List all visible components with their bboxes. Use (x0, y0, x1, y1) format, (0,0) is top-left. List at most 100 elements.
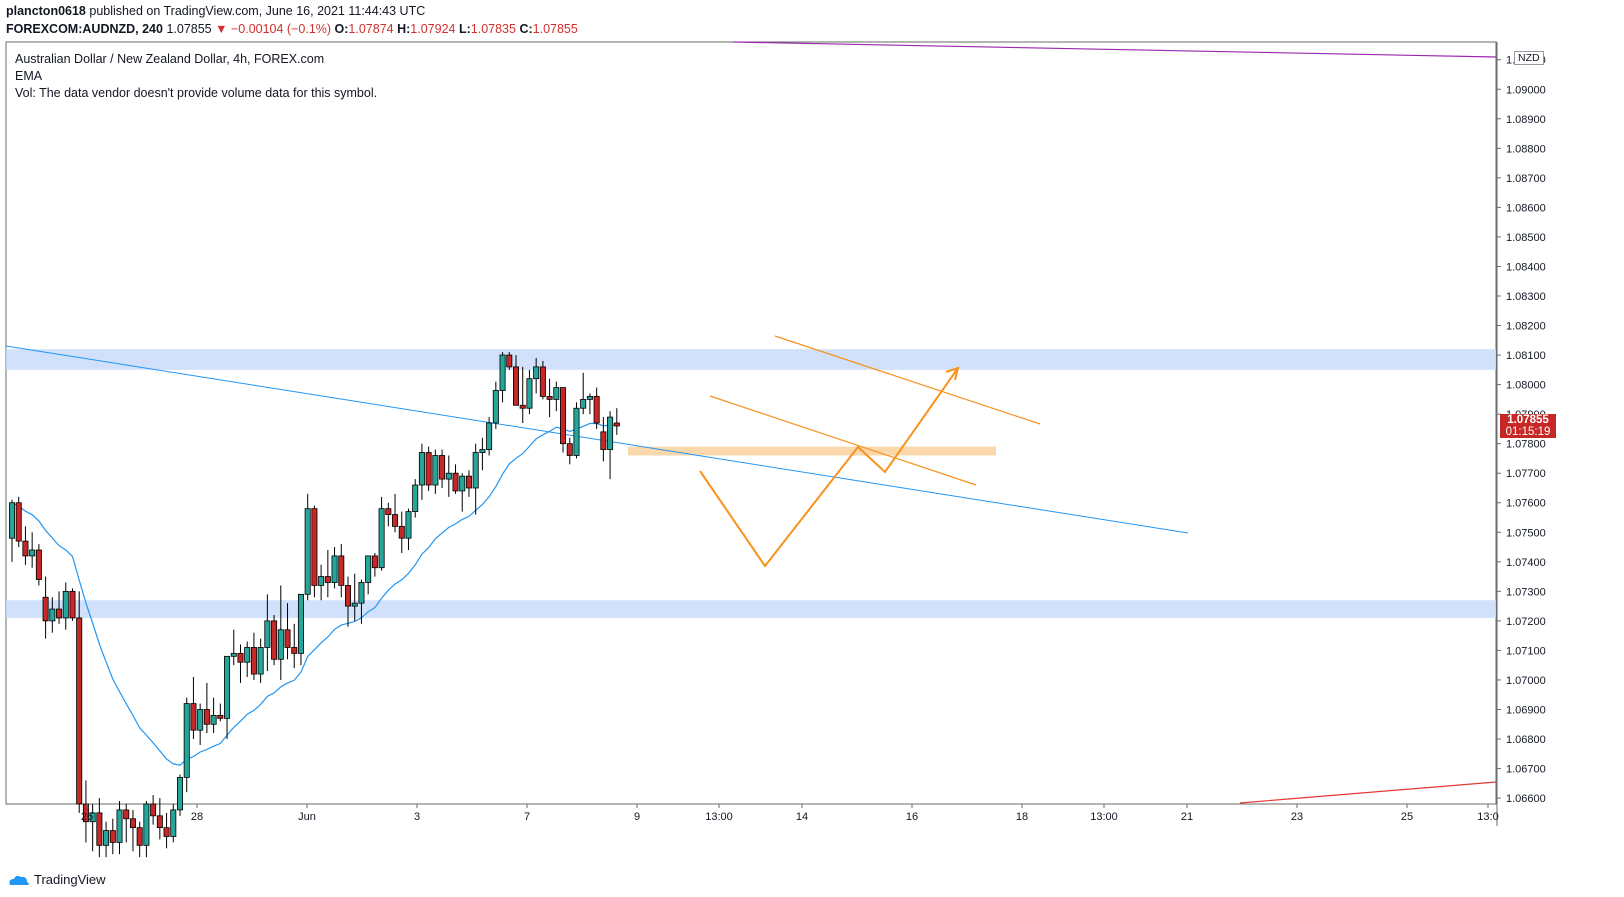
candle-body (129, 818, 136, 829)
candle-body (284, 629, 291, 648)
candle-body (412, 484, 419, 513)
resistance-zone (6, 349, 1496, 370)
chart-legend: Australian Dollar / New Zealand Dollar, … (15, 51, 377, 102)
candle-body (398, 525, 405, 539)
blue-trendline (5, 345, 1189, 534)
candle-body (163, 827, 170, 837)
candle-body (271, 620, 278, 660)
countdown-timer: 01:15:19 (1505, 426, 1551, 439)
time-axis-ticks: 26 28 Jun 3 7 9 13:00 14 16 18 13:00 21 23 25 13:0 (81, 804, 1499, 823)
candle-body (311, 508, 318, 586)
legend-volume: Vol: The data vendor doesn't provide vol… (15, 86, 378, 100)
candle-body (613, 422, 620, 427)
candle-body (35, 549, 42, 580)
time-tick-label: 13:00 (1090, 811, 1118, 823)
price-axis-ticks: 1.091001.090001.089001.088001.087001.086… (1497, 55, 1546, 805)
candle-body (546, 396, 553, 400)
candle-body (183, 703, 190, 778)
candle-body (573, 407, 580, 456)
candle-body (445, 472, 452, 480)
candle-body (250, 647, 257, 675)
support-zone (6, 600, 1496, 618)
trendlines (5, 41, 1497, 804)
candle-body (277, 629, 284, 660)
price-tick-label: 1.09000 (1506, 84, 1546, 96)
candle-body (351, 602, 358, 607)
low-label: L: (458, 22, 471, 36)
channel-lower (709, 395, 977, 486)
price-tick-label: 1.08200 (1506, 321, 1546, 333)
price-tick-label: 1.07000 (1506, 675, 1546, 687)
time-tick-label: 14 (796, 811, 808, 823)
last-price: 1.07855 (166, 22, 212, 36)
candle-body (526, 378, 533, 409)
candle-body (459, 475, 466, 492)
close-value: 1.07855 (532, 22, 578, 36)
publish-header: plancton0618 published on TradingView.co… (6, 3, 425, 20)
candle-body (203, 709, 210, 725)
candle-body (297, 593, 304, 654)
candle-body (82, 803, 89, 823)
purple-trendline (732, 41, 1497, 58)
candle-body (190, 703, 197, 731)
candle-body (492, 390, 499, 424)
time-tick-label: 18 (1016, 811, 1028, 823)
tradingview-logo[interactable]: TradingView (8, 872, 106, 887)
time-tick-label: 13:0 (1477, 811, 1498, 823)
candle-body (358, 582, 365, 604)
candle-body (257, 647, 264, 675)
high-value: 1.07924 (410, 22, 456, 36)
price-tick-label: 1.08100 (1506, 350, 1546, 362)
candle-body (365, 555, 372, 583)
tradingview-label: TradingView (34, 872, 106, 887)
candle-body (425, 452, 432, 486)
candle-body (116, 809, 123, 843)
close-label: C: (519, 22, 533, 36)
price-tick-label: 1.07700 (1506, 468, 1546, 480)
candle-body (566, 443, 573, 456)
price-tick-label: 1.06900 (1506, 704, 1546, 716)
time-tick-label: 21 (1181, 811, 1193, 823)
candle-body (224, 655, 231, 719)
candle-body (210, 714, 217, 725)
candle-body (22, 540, 29, 557)
arrow-head (945, 366, 960, 381)
candle-body (519, 404, 526, 409)
price-tick-label: 1.08400 (1506, 261, 1546, 273)
price-change: ▼ −0.00104 (−0.1%) (215, 22, 332, 36)
candle-body (553, 387, 560, 400)
price-tick-label: 1.08600 (1506, 202, 1546, 214)
candles (8, 352, 620, 858)
author-name[interactable]: plancton0618 (6, 4, 86, 18)
candle-body (62, 590, 69, 619)
time-tick-label: 16 (906, 811, 918, 823)
time-tick-label: 13:00 (705, 811, 733, 823)
candle-body (150, 803, 157, 817)
candle-body (15, 502, 22, 542)
candle-body (385, 508, 392, 515)
candle-body (580, 398, 587, 409)
open-value: 1.07874 (348, 22, 394, 36)
red-trendline (1239, 781, 1497, 804)
price-tick-label: 1.07100 (1506, 645, 1546, 657)
channel-upper (774, 335, 1041, 425)
price-tick-label: 1.07500 (1506, 527, 1546, 539)
candle-body (143, 803, 150, 846)
candle-body (109, 830, 116, 843)
price-tick-label: 1.08900 (1506, 114, 1546, 126)
currency-badge[interactable]: NZD (1514, 51, 1544, 65)
candle-body (291, 647, 298, 654)
price-tick-label: 1.08500 (1506, 232, 1546, 244)
time-tick-label: 9 (634, 811, 640, 823)
pattern-drawings (699, 335, 1041, 568)
price-tick-label: 1.08700 (1506, 173, 1546, 185)
price-tick-label: 1.07800 (1506, 439, 1546, 451)
candle-body (378, 508, 385, 569)
legend-title: Australian Dollar / New Zealand Dollar, … (15, 52, 325, 66)
candle-body (197, 709, 204, 731)
legend-ema[interactable]: EMA (15, 69, 43, 83)
publish-info: published on TradingView.com, June 16, 2… (89, 4, 426, 18)
candle-body (560, 387, 567, 445)
candle-body (29, 549, 36, 557)
